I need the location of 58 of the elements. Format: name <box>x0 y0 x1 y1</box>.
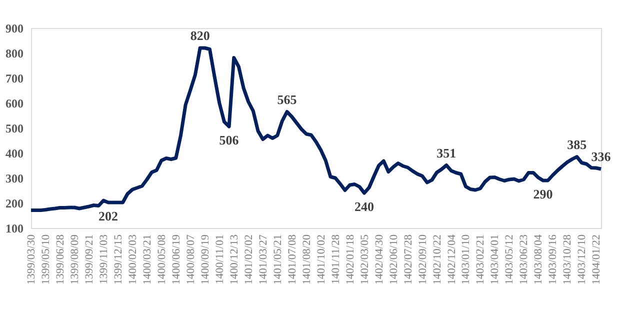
annotation: 385 <box>567 136 588 152</box>
x-tick-label: 1399/06/28 <box>54 234 66 285</box>
x-tick-label: 1400/06/19 <box>170 234 182 285</box>
x-tick-label: 1400/11/01 <box>214 234 226 284</box>
x-tick-label: 1400/09/19 <box>199 234 212 285</box>
x-tick-label: 1402/06/10 <box>388 234 400 285</box>
x-tick-label: 1399/05/10 <box>40 234 52 285</box>
x-tick-label: 1403/02/21 <box>474 234 487 285</box>
x-tick-label: 1403/08/04 <box>532 234 545 285</box>
annotation: 290 <box>533 186 553 202</box>
x-tick-label: 1399/03/30 <box>26 234 38 285</box>
x-tick-label: 1403/09/16 <box>547 234 560 285</box>
x-tick-label: 1403/01/10 <box>460 234 472 285</box>
x-tick-label: 1404/01/22 <box>590 234 603 285</box>
y-tick-label: 200 <box>6 196 24 210</box>
y-tick-label: 900 <box>6 22 24 36</box>
y-tick-label: 300 <box>6 172 24 186</box>
y-tick-label: 100 <box>6 222 24 236</box>
annotation: 202 <box>98 208 118 224</box>
x-tick-label: 1401/07/08 <box>286 234 298 285</box>
annotation: 336 <box>591 149 612 164</box>
x-tick-label: 1400/08/07 <box>184 234 197 285</box>
y-tick-label: 800 <box>6 46 24 60</box>
x-tick-label: 1401/05/21 <box>272 234 284 285</box>
x-tick-label: 1399/11/03 <box>98 234 110 284</box>
x-tick-label: 1401/02/02 <box>242 234 255 285</box>
x-tick-label: 1399/12/15 <box>112 234 124 285</box>
annotation: 506 <box>219 132 240 148</box>
x-tick-label: 1403/10/28 <box>562 234 574 285</box>
x-tick-label: 1401/11/28 <box>330 234 342 284</box>
y-tick-label: 400 <box>6 146 24 160</box>
y-tick-label: 600 <box>6 96 24 110</box>
x-tick-label: 1400/03/21 <box>141 234 154 285</box>
x-tick-label: 1402/12/04 <box>446 234 458 285</box>
annotation: 351 <box>436 145 456 160</box>
x-tick-label: 1403/12/10 <box>576 234 588 285</box>
x-tick-label: 1401/08/20 <box>300 234 313 285</box>
x-tick-label: 1399/09/21 <box>83 234 96 285</box>
x-tick-label: 1402/09/10 <box>416 234 429 285</box>
x-tick-label: 1402/03/05 <box>358 234 371 285</box>
x-tick-label: 1402/04/30 <box>373 234 386 285</box>
x-tick-label: 1403/04/01 <box>489 234 502 285</box>
x-tick-label: 1400/12/13 <box>228 234 240 285</box>
x-tick-label: 1401/10/02 <box>315 234 328 285</box>
x-tick-label: 1399/08/09 <box>68 234 81 285</box>
y-tick-label: 700 <box>6 72 24 86</box>
x-tick-label: 1401/03/27 <box>257 234 270 285</box>
x-tick-label: 1402/07/28 <box>402 234 414 285</box>
x-tick-label: 1403/06/23 <box>518 234 530 285</box>
annotation: 565 <box>277 92 298 107</box>
x-tick-label: 1400/02/03 <box>126 234 139 285</box>
x-tick-label: 1400/05/08 <box>156 234 168 285</box>
x-tick-label: 1402/01/18 <box>344 234 356 285</box>
x-tick-label: 1403/05/12 <box>504 234 516 285</box>
annotation: 240 <box>354 199 374 214</box>
annotation: 820 <box>190 28 210 43</box>
x-tick-label: 1402/10/22 <box>431 234 444 285</box>
y-tick-label: 500 <box>6 122 24 136</box>
